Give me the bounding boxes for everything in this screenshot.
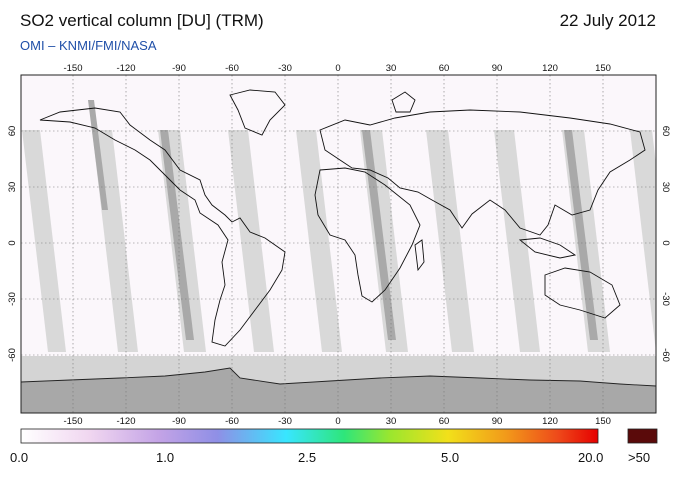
colorbar-label: 5.0: [441, 450, 460, 465]
lon-tick-label: -150: [63, 416, 82, 427]
lon-tick-label: -30: [278, 416, 292, 427]
lon-tick-label: -30: [278, 63, 292, 74]
lon-tick-label: -90: [172, 63, 186, 74]
lat-tick-label: -60: [660, 348, 671, 362]
lat-tick-label: -30: [660, 292, 671, 306]
colorbar-label: 2.5: [298, 450, 317, 465]
lat-ticks-left: 60 30 0 -30 -60: [7, 126, 18, 362]
lon-tick-label: -60: [225, 416, 239, 427]
lon-tick-label: 30: [386, 416, 397, 427]
lon-tick-label: 60: [439, 63, 450, 74]
lon-tick-label: -90: [172, 416, 186, 427]
lon-tick-label: -60: [225, 63, 239, 74]
lat-tick-label: -30: [7, 292, 18, 306]
colorbar-overflow-swatch: [627, 428, 658, 444]
lon-tick-label: 0: [335, 416, 340, 427]
colorbar-label: 20.0: [578, 450, 604, 465]
lon-ticks-bottom: -150 -120 -90 -60 -30 0 30 60 90 120 150: [63, 416, 610, 427]
lon-tick-label: 150: [595, 63, 611, 74]
lon-tick-label: 150: [595, 416, 611, 427]
data-credit: OMI – KNMI/FMI/NASA: [20, 38, 157, 53]
map-date: 22 July 2012: [559, 11, 656, 30]
coastlines: [39, 89, 646, 347]
lat-tick-label: 0: [660, 240, 671, 245]
lon-tick-label: 90: [492, 63, 503, 74]
lat-tick-label: 30: [7, 182, 18, 193]
lon-tick-label: 120: [542, 416, 558, 427]
lon-tick-label: -120: [116, 416, 135, 427]
map-graticule: [21, 75, 656, 413]
colorbar-label: 0.0: [10, 450, 29, 465]
lon-tick-label: 60: [439, 416, 450, 427]
lat-ticks-right: 60 30 0 -30 -60: [660, 126, 671, 362]
lat-tick-label: -60: [7, 348, 18, 362]
lat-tick-label: 60: [7, 126, 18, 137]
lat-tick-label: 0: [7, 240, 18, 245]
colorbar-overflow-label: >50: [628, 450, 651, 465]
lon-tick-label: -120: [116, 63, 135, 74]
lon-ticks-top: -150 -120 -90 -60 -30 0 30 60 90 120 150: [63, 63, 610, 74]
lon-tick-label: 30: [386, 63, 397, 74]
lon-tick-label: 90: [492, 416, 503, 427]
lon-tick-label: 0: [335, 63, 340, 74]
lat-tick-label: 30: [660, 182, 671, 193]
lat-tick-label: 60: [660, 126, 671, 137]
lon-tick-label: -150: [63, 63, 82, 74]
map-border: [20, 74, 657, 414]
map-title: SO2 vertical column [DU] (TRM): [20, 11, 264, 30]
lon-tick-label: 120: [542, 63, 558, 74]
colorbar: [20, 428, 599, 444]
colorbar-label: 1.0: [156, 450, 175, 465]
